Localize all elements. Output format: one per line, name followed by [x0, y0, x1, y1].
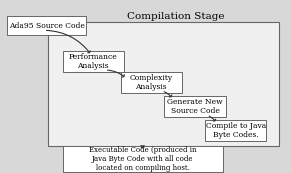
- Text: Compile to Java
Byte Codes.: Compile to Java Byte Codes.: [205, 122, 266, 139]
- Text: Ada95 Source Code: Ada95 Source Code: [9, 22, 84, 30]
- FancyBboxPatch shape: [7, 16, 86, 35]
- FancyBboxPatch shape: [63, 51, 124, 72]
- FancyBboxPatch shape: [164, 96, 226, 117]
- FancyBboxPatch shape: [48, 22, 279, 146]
- FancyBboxPatch shape: [63, 146, 223, 172]
- FancyBboxPatch shape: [205, 120, 266, 141]
- Text: Complexity
Analysis: Complexity Analysis: [130, 74, 173, 91]
- Text: Generate New
Source Code: Generate New Source Code: [167, 98, 223, 115]
- Text: Executable Code (produced in
Java Byte Code with all code
located on compiling h: Executable Code (produced in Java Byte C…: [89, 146, 196, 172]
- Text: Compilation Stage: Compilation Stage: [127, 12, 224, 21]
- FancyBboxPatch shape: [121, 72, 182, 93]
- Text: Performance
Analysis: Performance Analysis: [69, 53, 118, 70]
